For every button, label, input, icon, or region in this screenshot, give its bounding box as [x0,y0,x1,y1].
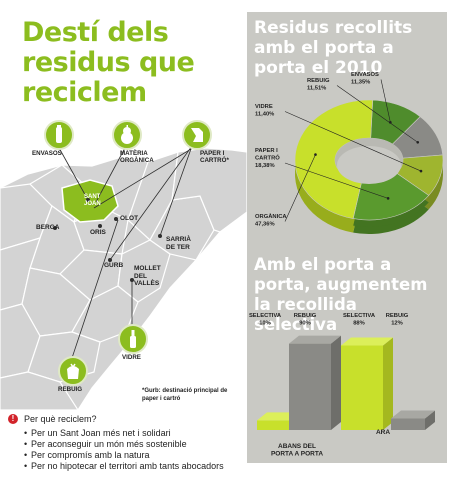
icon-label-paper-cartro: PAPER I CARTRÓ* [200,150,229,164]
dot-sant-joan [86,198,90,202]
questions-title: Per què reciclem? [24,414,97,424]
bar-category-label: ABANS DEL PORTA A PORTA [271,443,323,458]
pie-leader-line [284,162,389,199]
bar-value-label: SELECTIVA 88% [343,313,376,327]
pie-label: PAPER I CARTRÓ 18,38% [255,148,390,200]
pie-leader-line [284,154,316,222]
dot-gurb [108,258,112,262]
bar-value-label: REBUIG 90% [294,313,317,327]
map-regions [0,147,248,411]
bar-category-label: ARA [376,429,390,436]
bar-side [425,410,435,430]
pie-leader-line [336,85,418,143]
bar-rebuig-1 [391,410,435,430]
label-gurb: GURB [104,262,124,269]
pie-leader-line [284,111,422,172]
questions-list: Per un Sant Joan més net i solidari Per … [8,428,243,472]
dot-sarria [158,234,162,238]
bar-top [341,337,393,346]
page-title: Destí dels residus que reciclem [22,17,195,108]
bar-value-label: SELECTIVA 10% [249,313,282,327]
bar-side [331,335,341,430]
sea [0,212,247,410]
label-sant-joan: SANT JOAN [84,194,101,207]
city-dots [53,198,162,282]
pear-icon [112,120,142,150]
bar-front [341,345,383,430]
icon-label-materia-organica: MATÈRIA ORGÀNICA [120,150,154,164]
sant-joan-region [61,179,119,223]
pie-label-text: ENVASOS 11,35% [351,72,379,86]
bar-top [391,410,435,419]
pie-chart-title: Residus recollits amb el porta a porta e… [254,18,413,78]
icon-label-envasos: ENVASOS [32,150,62,157]
dot-olot [114,217,118,221]
list-item: Per aconseguir un món més sostenible [24,439,243,450]
icon-label-vidre: VIDRE [122,354,141,361]
pie-leader-dot [386,197,390,200]
dot-oris [98,224,102,228]
dot-mollet [130,278,134,282]
pie-leader-dot [416,141,420,144]
list-item: Per no hipotecar el territori amb tants … [24,461,243,472]
list-item: Per compromís amb la natura [24,450,243,461]
trash-bag-icon [58,356,88,386]
pie-label: ORGÀNICA 47,36% [255,153,317,228]
wine-bottle-icon [118,324,148,354]
bar-chart: SELECTIVA 10% REBUIG 90% SELECTIVA 88% REBUIG 1… [249,313,435,458]
label-mollet: MOLLET DEL VALLÈS [134,265,161,287]
pie-label-text: VIDRE 11,40% [255,104,274,118]
pie-label: ENVASOS 11,35% [351,72,392,124]
footnote: *Gurb: destinació principal de paper i c… [142,388,228,402]
bar-value-label: REBUIG 12% [386,313,409,327]
map-svg [0,145,248,411]
dot-berga [53,226,57,230]
bar-rebuig-0 [289,335,341,430]
bar-front [391,418,425,430]
icon-label-rebuig: REBUIG [58,386,83,393]
pie-label-text: PAPER I CARTRÓ 18,38% [255,148,280,169]
paper-icon [182,120,212,150]
pie-leader-line [380,79,391,123]
pie-leader-dot [389,121,392,124]
bar-top [289,335,341,344]
pie-label: REBUIG 11,51% [307,78,420,144]
questions-block: ! Per què reciclem? Per un Sant Joan més… [8,414,243,472]
exclamation-icon: ! [8,414,18,424]
list-item: Per un Sant Joan més net i solidari [24,428,243,439]
bottle-icon [44,120,74,150]
bar-selectiva-1 [341,337,393,430]
pie-leader-dot [419,169,423,173]
label-olot: OLOT [120,215,139,222]
pie-leader-dot [314,153,317,156]
label-berga: BERGA [36,224,60,231]
bar-chart-title: Amb el porta a porta, augmentem la recol… [254,255,428,334]
pie-chart: ENVASOS 11,35% REBUIG 11,51% VIDRE 11,40% PAPE… [255,72,444,234]
connector-lines [57,145,197,359]
label-oris: ORIS [90,229,106,236]
charts-panel: Residus recollits amb el porta a porta e… [247,12,447,463]
bar-side [383,337,393,430]
bar-front [289,343,331,430]
pie-hole-inner [337,146,401,184]
pie-label: VIDRE 11,40% [255,104,423,173]
map: SANT JOAN OLOT BERGA ORIS GURB MOLLET DE… [0,110,248,411]
pie-label-text: ORGÀNICA 47,36% [255,213,287,228]
pie-label-text: REBUIG 11,51% [307,78,330,92]
label-sarria: SARRIÀ DE TER [166,236,191,251]
bar-front [257,420,291,430]
